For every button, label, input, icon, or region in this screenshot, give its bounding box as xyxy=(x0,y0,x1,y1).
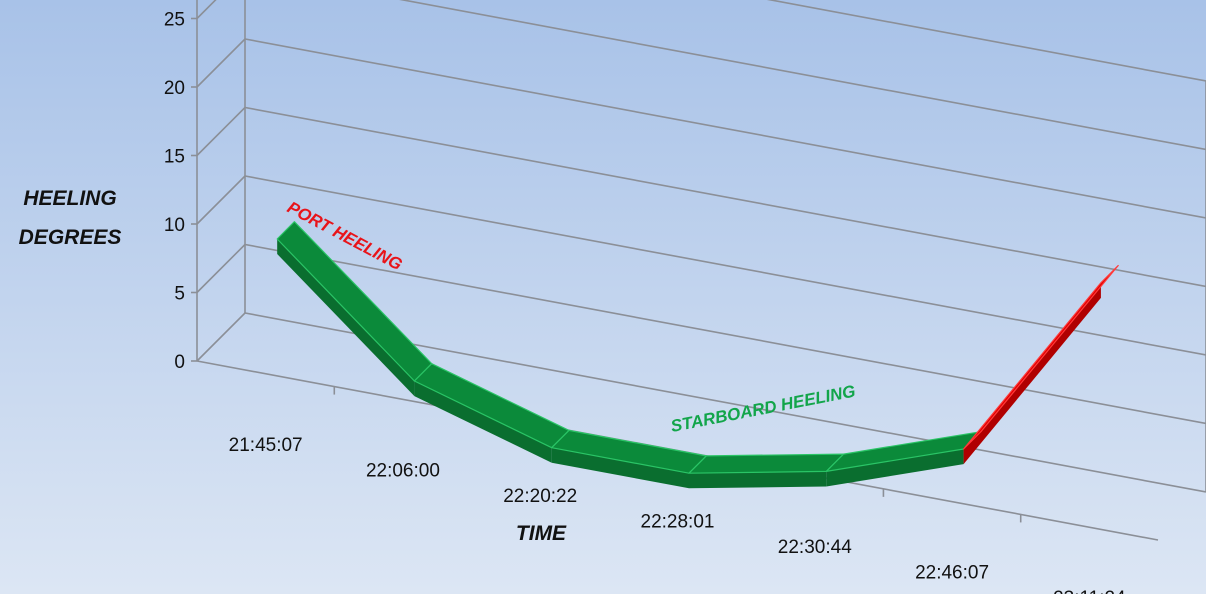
x-tick-label: 22:30:44 xyxy=(778,537,852,558)
ribbon-segment-edge xyxy=(414,381,552,463)
series-ribbon xyxy=(276,221,1119,489)
y-tick-label: 5 xyxy=(174,284,185,305)
y-tick-labels: 051015202530 xyxy=(164,10,185,374)
x-tick-labels: 21:45:07 22:06:00 22:20:22 22:28:01 22:30:44… xyxy=(229,435,1126,594)
x-tick-label: 22:46:07 xyxy=(915,563,989,584)
x-axis-title: TIME xyxy=(516,522,567,545)
gridline xyxy=(766,0,1206,82)
y-tick-label: 20 xyxy=(164,78,185,99)
ribbon-segment-edge xyxy=(689,471,827,489)
y-tick-label: 0 xyxy=(174,352,185,373)
y-tick-label: 15 xyxy=(164,147,185,168)
y-axis-title-line-2: DEGREES xyxy=(19,226,122,249)
x-tick-label: 23:11:24 xyxy=(1053,588,1126,594)
x-tick-label: 22:20:22 xyxy=(503,486,577,507)
port-heeling-segment xyxy=(962,264,1119,450)
ribbon-segment-edge xyxy=(826,449,964,487)
starboard-heeling-segment xyxy=(688,453,845,474)
ribbon-segment-edge xyxy=(551,447,689,489)
ribbon-segment-edge xyxy=(277,239,415,397)
x-tick-label: 21:45:07 xyxy=(229,435,303,456)
gridlines xyxy=(196,0,1206,493)
y-tick-label: 25 xyxy=(164,10,185,31)
gridline xyxy=(196,0,1206,151)
x-tick-label: 22:06:00 xyxy=(366,460,440,481)
x-tick-label: 22:28:01 xyxy=(641,512,715,533)
y-axis-title-line-1: HEELING xyxy=(23,187,116,210)
y-tick-label: 10 xyxy=(164,215,185,236)
